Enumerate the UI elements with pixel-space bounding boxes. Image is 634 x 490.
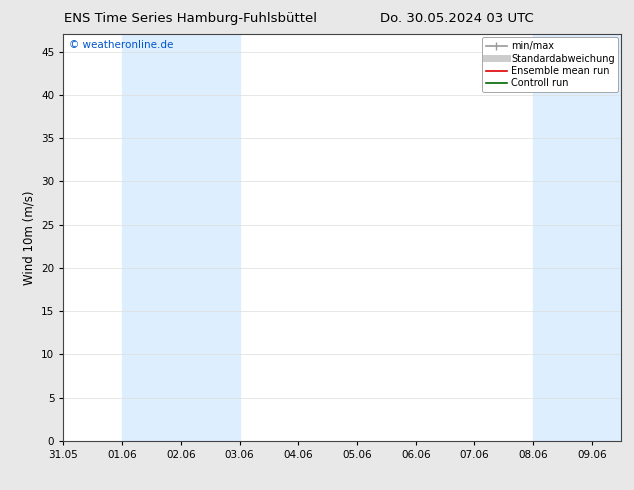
- Text: ENS Time Series Hamburg-Fuhlsbüttel: ENS Time Series Hamburg-Fuhlsbüttel: [63, 12, 317, 25]
- Bar: [533, 34, 621, 441]
- Text: © weatheronline.de: © weatheronline.de: [69, 40, 173, 50]
- Bar: [122, 34, 240, 441]
- Y-axis label: Wind 10m (m/s): Wind 10m (m/s): [23, 191, 36, 285]
- Legend: min/max, Standardabweichung, Ensemble mean run, Controll run: min/max, Standardabweichung, Ensemble me…: [482, 37, 618, 92]
- Text: Do. 30.05.2024 03 UTC: Do. 30.05.2024 03 UTC: [380, 12, 533, 25]
